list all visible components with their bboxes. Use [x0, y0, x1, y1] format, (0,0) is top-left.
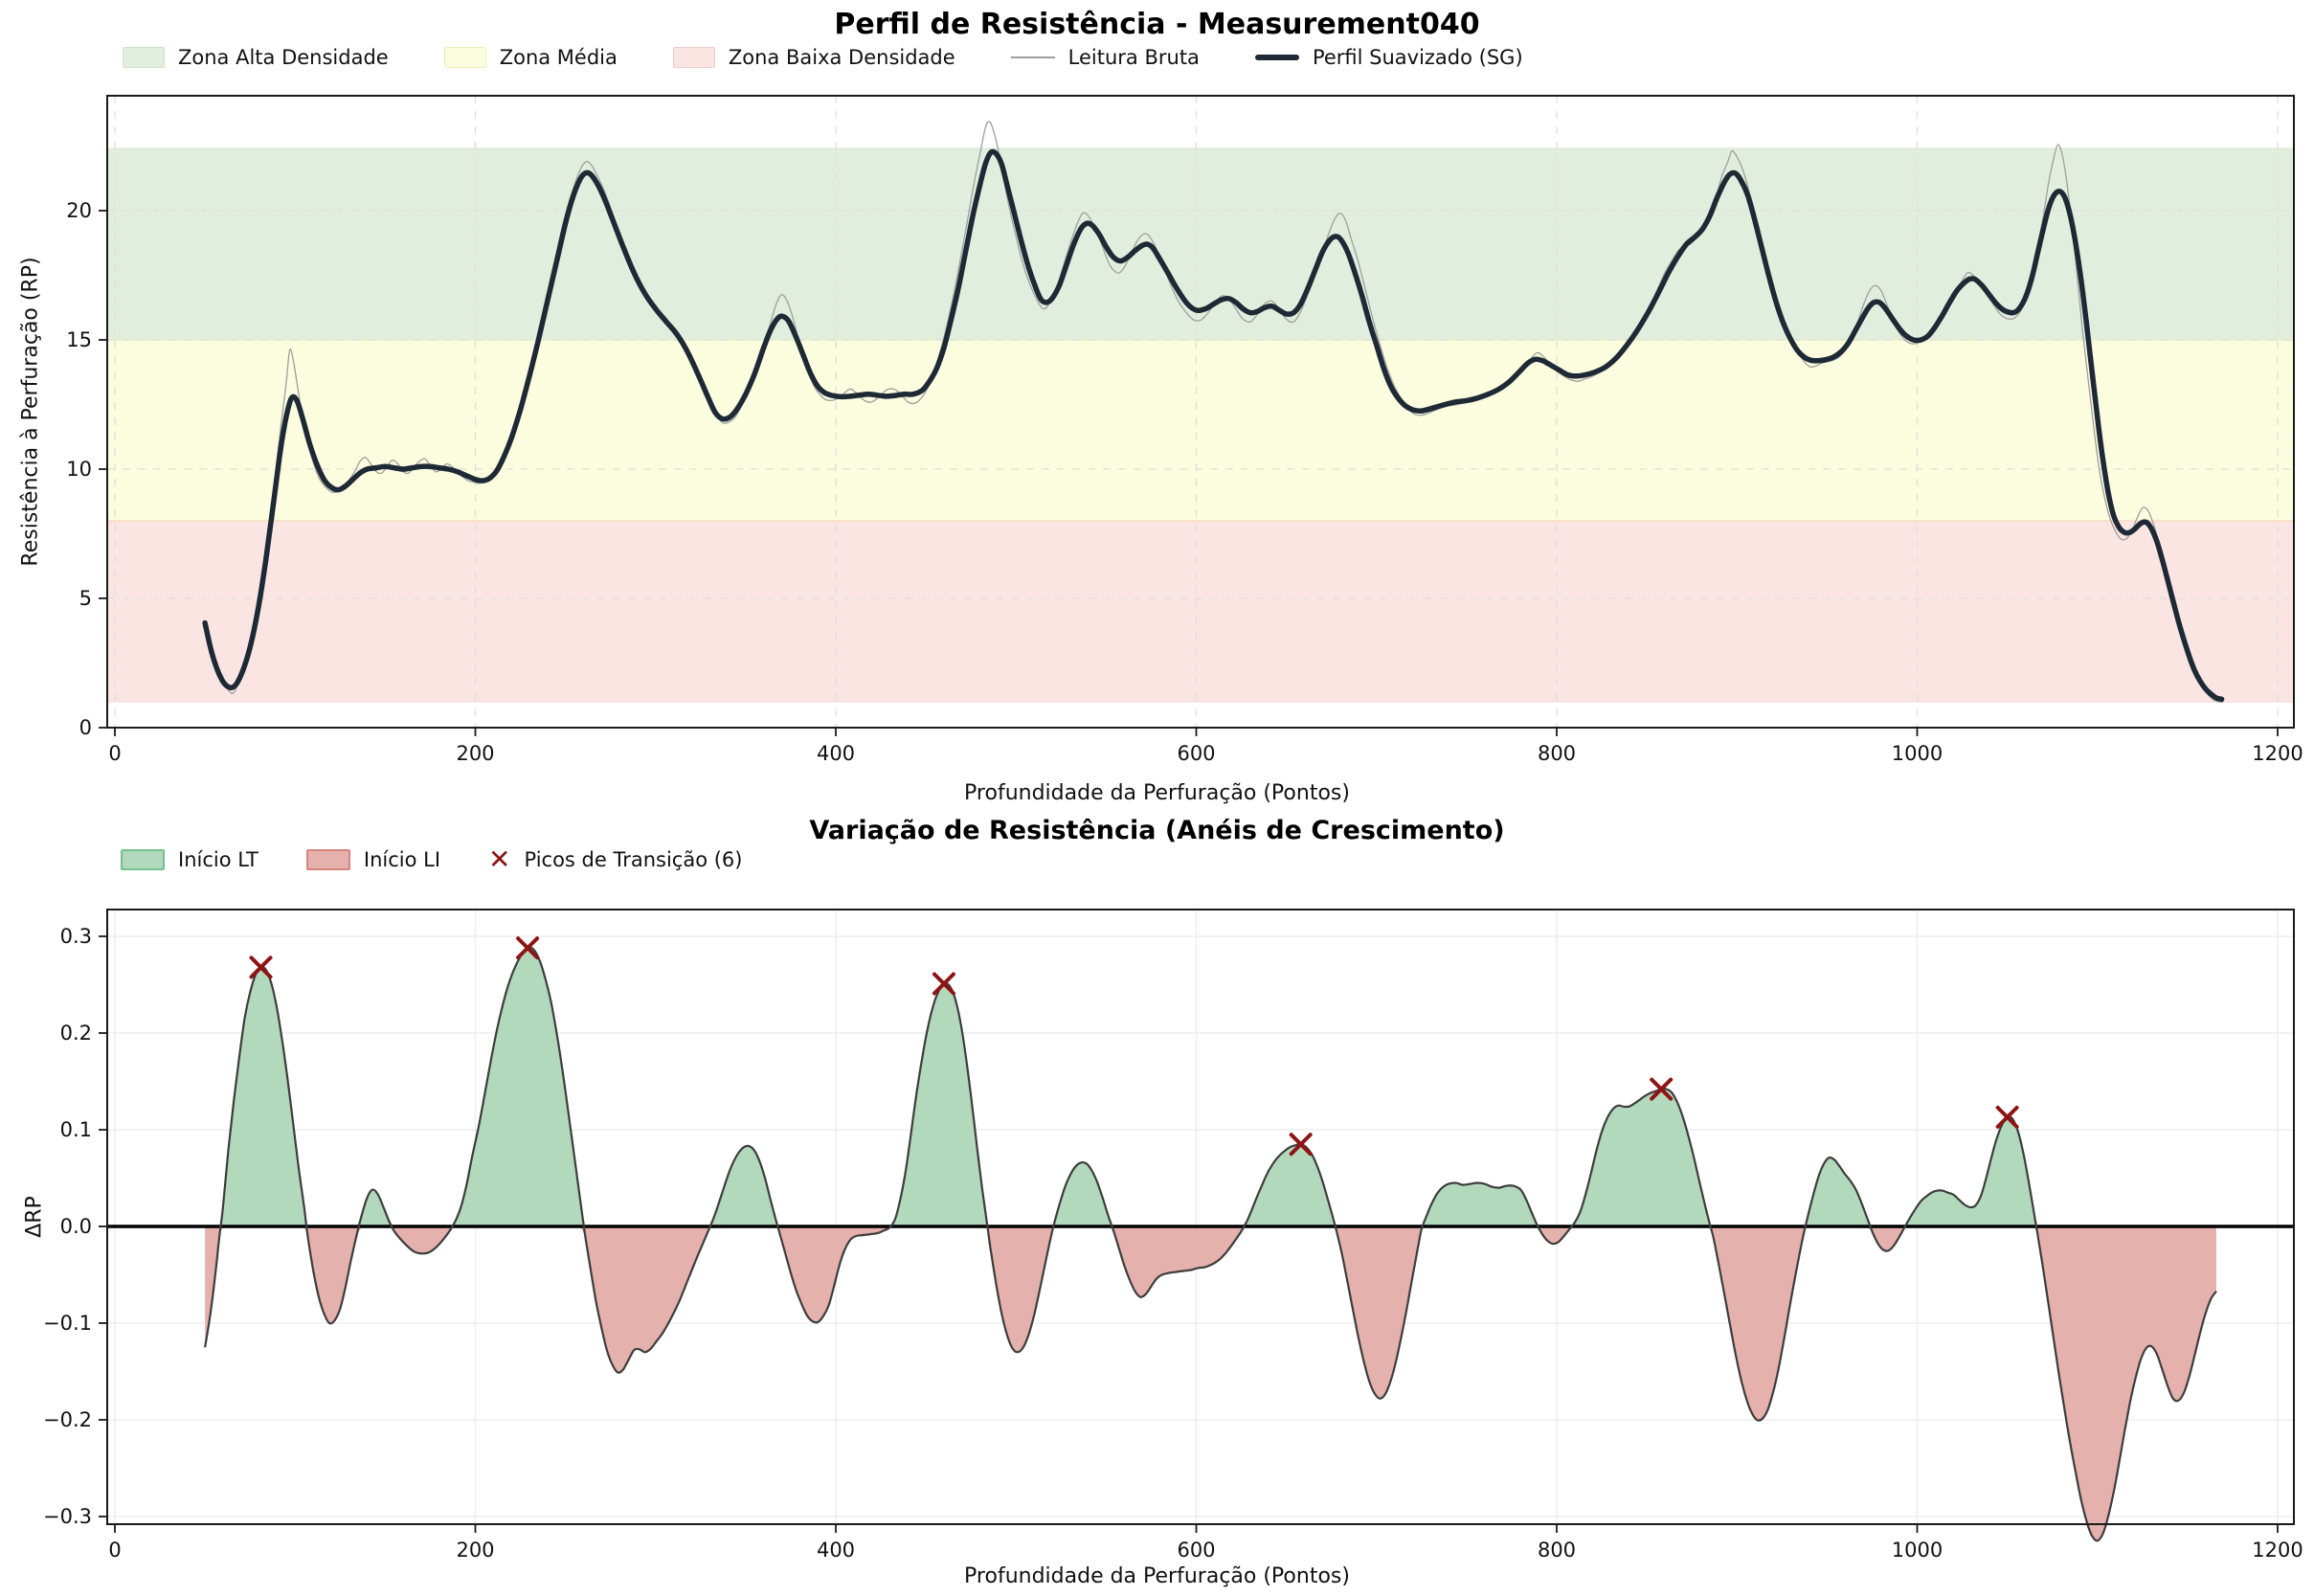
x-tick-label: 1000 — [1892, 1539, 1943, 1562]
bottom-tick-labels: 0 200 400 600 800 1000 1200 0.3 0.2 0.1 0.0 −0.1 −0.… — [43, 925, 2303, 1562]
positive-area-fill — [205, 948, 2216, 1226]
x-tick-label: 800 — [1538, 1539, 1576, 1562]
inicio-li-fill — [205, 1226, 2216, 1541]
legend-item-leitura-bruta: Leitura Bruta — [1010, 46, 1200, 69]
resistance-profile-chart: 0 200 400 600 800 1000 1200 0 5 10 15 20 — [66, 95, 2303, 765]
top-chart-title: Perfil de Resistência - Measurement040 — [834, 8, 1480, 41]
legend-label: Zona Média — [499, 46, 618, 69]
delta-rp-line — [204, 946, 2217, 1542]
legend-item-zona-media: Zona Média — [443, 46, 618, 69]
negative-area-fill — [205, 1226, 2216, 1541]
legend-item-zona-baixa: Zona Baixa Densidade — [672, 46, 955, 69]
legend-item-inicio-li: Início LI — [305, 848, 441, 871]
red-patch-swatch — [305, 849, 350, 870]
bottom-x-axis-label: Profundidade da Perfuração (Pontos) — [964, 1564, 1350, 1588]
y-tick-label: 0.2 — [60, 1022, 92, 1045]
zone-Zona Baixa Densidade — [107, 521, 2294, 702]
top-axes-box — [106, 95, 2295, 729]
transition-peak-x-marker — [516, 936, 540, 960]
zone-Zona Média — [107, 340, 2294, 521]
zone-green-swatch — [123, 47, 165, 68]
transition-peak-markers — [249, 936, 2019, 1157]
y-tick-label: 0.1 — [60, 1118, 92, 1141]
smoothed-line-path — [202, 148, 2225, 703]
legend-item-inicio-lt: Início LT — [121, 848, 258, 871]
bottom-y-axis-label: ΔRP — [22, 1196, 47, 1238]
zone-yellow-swatch — [443, 47, 486, 68]
legend-label: Zona Baixa Densidade — [728, 46, 955, 69]
x-tick-label: 200 — [456, 742, 494, 765]
transition-peak-x-marker — [1650, 1077, 1674, 1101]
transition-peak-x-marker — [1995, 1105, 2019, 1129]
inicio-lt-fill — [205, 948, 2216, 1226]
y-tick-label: 0.0 — [60, 1215, 92, 1238]
legend-item-picos: ✕ Picos de Transição (6) — [488, 843, 743, 875]
y-tick-label: −0.1 — [43, 1312, 92, 1335]
legend-label: Picos de Transição (6) — [524, 848, 743, 871]
y-tick-label: 10 — [66, 458, 92, 481]
dark-line-swatch — [1254, 55, 1299, 60]
smoothed-profile-line — [202, 148, 2225, 703]
gray-line-swatch — [1010, 56, 1055, 58]
x-tick-label: 0 — [108, 1539, 121, 1562]
y-tick-label: 5 — [79, 587, 92, 610]
x-tick-label: 1200 — [2252, 1539, 2303, 1562]
y-tick-label: 20 — [66, 199, 92, 222]
zone-pink-swatch — [672, 47, 715, 68]
bottom-gridlines — [107, 910, 2294, 1524]
y-tick-label: 15 — [66, 328, 92, 351]
y-tick-label: 0 — [79, 716, 92, 739]
y-tick-label: 0.3 — [60, 925, 92, 948]
legend-label: Zona Alta Densidade — [178, 46, 389, 69]
y-tick-label: −0.2 — [43, 1408, 92, 1431]
y-tick-label: −0.3 — [43, 1505, 92, 1528]
top-tick-labels: 0 200 400 600 800 1000 1200 0 5 10 15 20 — [66, 199, 2303, 765]
x-tick-label: 0 — [108, 742, 121, 765]
legend-item-zona-alta: Zona Alta Densidade — [123, 46, 389, 69]
x-tick-label: 400 — [817, 742, 855, 765]
x-marker-icon: ✕ — [488, 843, 511, 875]
transition-peak-x-marker — [932, 972, 955, 996]
legend-item-perfil-suavizado: Perfil Suavizado (SG) — [1254, 46, 1523, 69]
green-patch-swatch — [121, 849, 165, 870]
legend-label: Início LI — [363, 848, 441, 871]
bottom-chart-title: Variação de Resistência (Anéis de Cresci… — [809, 816, 1505, 845]
legend-label: Início LT — [178, 848, 258, 871]
delta-line-path — [204, 946, 2217, 1542]
density-zones — [107, 147, 2294, 703]
top-gridlines — [107, 96, 2294, 728]
x-tick-label: 800 — [1538, 742, 1576, 765]
axes-border — [106, 909, 2295, 1525]
transition-peak-x-marker — [1289, 1133, 1313, 1157]
legend-label: Perfil Suavizado (SG) — [1312, 46, 1523, 69]
legend-label: Leitura Bruta — [1067, 46, 1200, 69]
x-tick-label: 400 — [817, 1539, 855, 1562]
x-tick-label: 1000 — [1892, 742, 1943, 765]
x-tick-label: 200 — [456, 1539, 494, 1562]
bottom-axes-box — [106, 909, 2295, 1525]
transition-peak-x-marker — [249, 955, 273, 979]
bottom-chart-legend: Início LT Início LI ✕ Picos de Transição… — [121, 843, 743, 875]
x-tick-label: 600 — [1177, 742, 1215, 765]
x-tick-label: 600 — [1177, 1539, 1215, 1562]
top-x-axis-label: Profundidade da Perfuração (Pontos) — [964, 781, 1350, 805]
top-chart-legend: Zona Alta Densidade Zona Média Zona Baix… — [123, 46, 1523, 69]
axes-border — [106, 95, 2295, 729]
delta-rp-chart: 0 200 400 600 800 1000 1200 0.3 0.2 0.1 0.0 −0.1 −0.… — [43, 909, 2303, 1562]
x-tick-label: 1200 — [2252, 742, 2303, 765]
